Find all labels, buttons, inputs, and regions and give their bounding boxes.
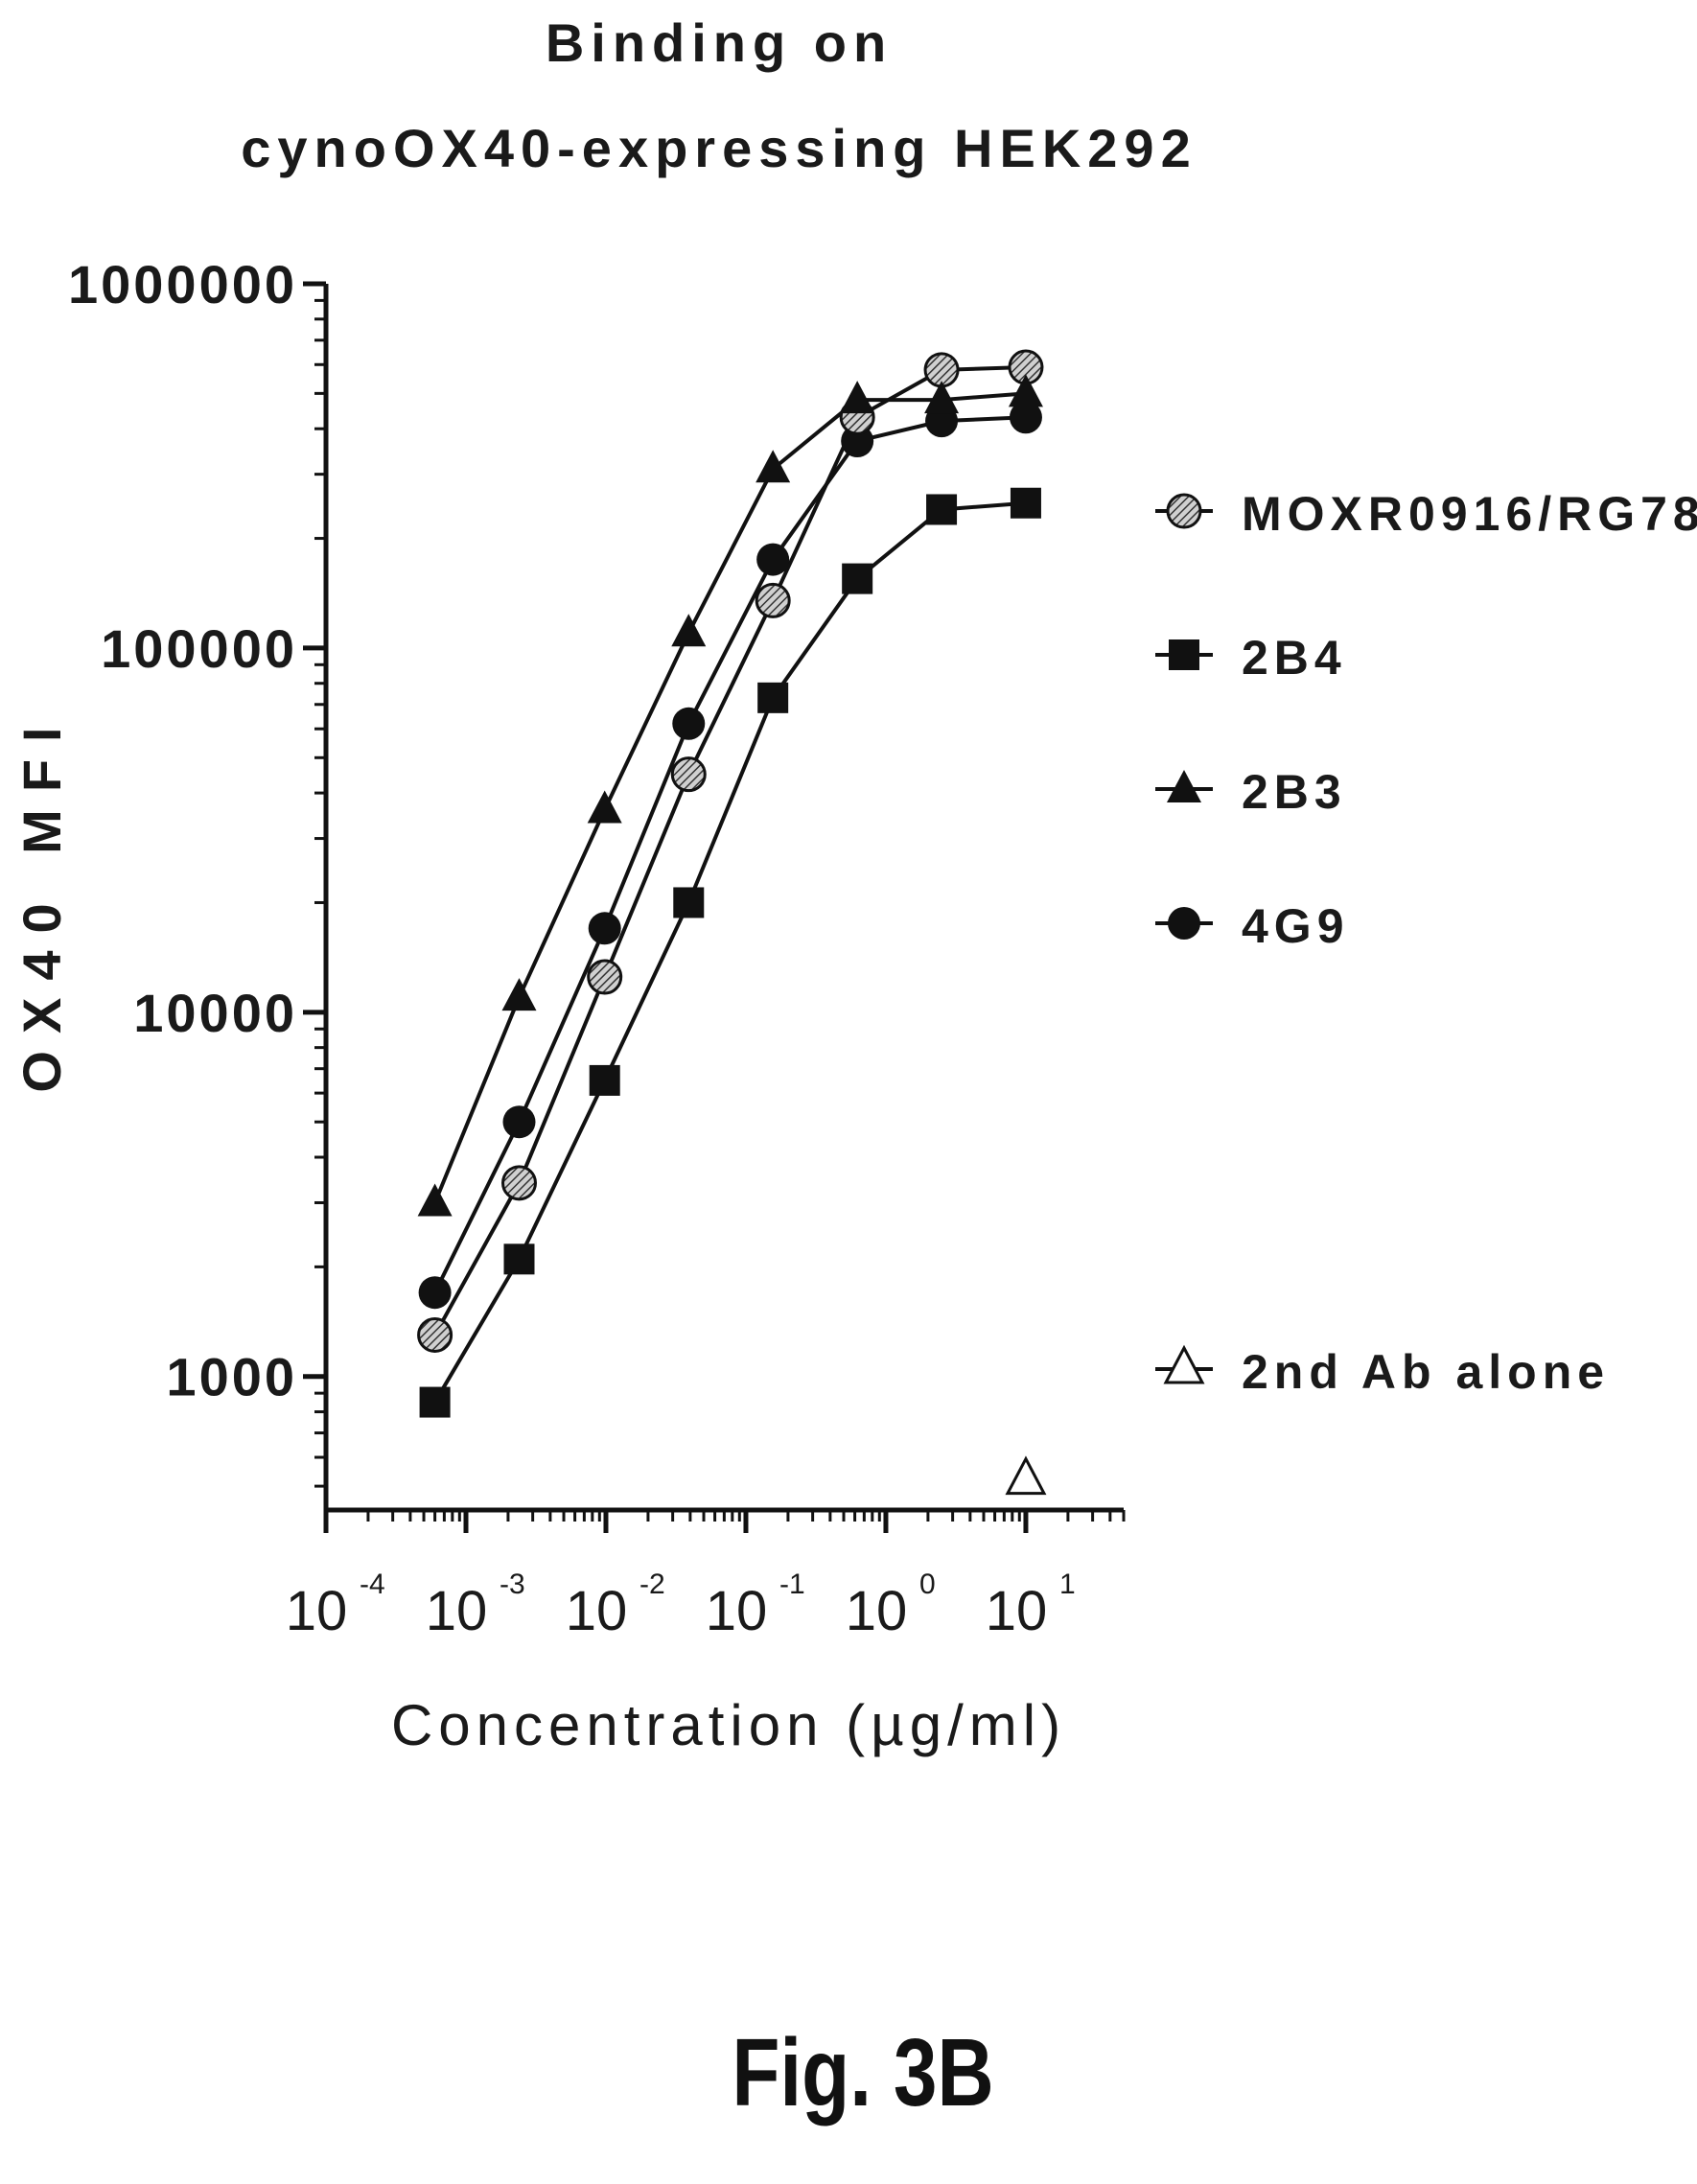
x-tick-exponent: 0 [919, 1568, 936, 1600]
legend-marker [1163, 1344, 1205, 1384]
data-point-2b3 [501, 978, 537, 1011]
x-tick-exponent: -4 [360, 1568, 385, 1600]
legend-item: MOXR0916/RG7888 [1155, 487, 1697, 541]
data-point-2nd-ab-alone [1005, 1455, 1047, 1496]
legend-marker [1169, 639, 1199, 670]
figure-label: Fig. 3B [732, 2019, 994, 2126]
y-tick-label: 1000000 [68, 254, 297, 314]
data-point-2b4 [926, 494, 958, 525]
data-point-4g9 [588, 912, 621, 945]
legend-item: 2nd Ab alone [1155, 1344, 1610, 1399]
x-axis-label: Concentration (µg/ml) [391, 1693, 1066, 1757]
chart-title-line-1: Binding on [545, 12, 894, 73]
legend-marker [1166, 493, 1202, 529]
legend-label: 4G9 [1242, 899, 1350, 953]
data-point-4g9 [502, 1105, 536, 1139]
legend-label: 2B4 [1242, 631, 1347, 685]
data-point-4g9 [1009, 401, 1042, 434]
data-point-2b4 [419, 1386, 451, 1418]
data-point-2b3 [671, 614, 707, 647]
x-tick-label: 10 [986, 1580, 1048, 1642]
data-point-2b3 [840, 381, 875, 414]
data-point-moxr0916-rg7888 [417, 1316, 453, 1353]
legend-item: 4G9 [1155, 899, 1350, 953]
y-tick-label: 10000 [133, 983, 297, 1043]
data-point-2b3 [924, 381, 960, 414]
legend-marker [1168, 907, 1200, 940]
data-point-2b4 [673, 887, 705, 918]
data-point-2b4 [503, 1243, 535, 1275]
y-axis-label: OX40 MFI [12, 709, 72, 1092]
data-point-4g9 [418, 1276, 452, 1310]
data-point-2b4 [757, 682, 789, 713]
data-point-2b4 [589, 1064, 620, 1096]
series-line-2b3 [432, 391, 1027, 1204]
data-point-moxr0916-rg7888 [670, 756, 707, 793]
legend-label: MOXR0916/RG7888 [1242, 487, 1697, 541]
x-tick-label: 10 [566, 1580, 628, 1642]
legend-label: 2nd Ab alone [1242, 1345, 1610, 1399]
legend-item: 2B3 [1155, 765, 1347, 819]
data-point-moxr0916-rg7888 [587, 959, 623, 995]
chart-title-line-2: cynoOX40-expressing HEK292 [241, 118, 1197, 178]
data-point-2b4 [842, 563, 873, 594]
y-tick-label: 1000 [166, 1347, 297, 1407]
data-point-4g9 [672, 707, 706, 740]
data-point-2b3 [587, 790, 622, 824]
data-point-moxr0916-rg7888 [500, 1165, 537, 1201]
x-tick-exponent: -2 [639, 1568, 665, 1600]
data-point-moxr0916-rg7888 [755, 582, 791, 618]
x-tick-exponent: -1 [779, 1568, 805, 1600]
legend-item: 2B4 [1155, 631, 1347, 685]
data-point-4g9 [756, 543, 790, 576]
x-tick-label: 10 [706, 1580, 768, 1642]
x-tick-label: 10 [426, 1580, 488, 1642]
x-tick-exponent: 1 [1059, 1568, 1076, 1600]
data-point-2b3 [417, 1183, 453, 1217]
data-point-2b3 [1008, 374, 1043, 407]
x-tick-label: 10 [286, 1580, 348, 1642]
legend-marker [1167, 770, 1201, 802]
legend-label: 2B3 [1242, 765, 1347, 819]
y-tick-label: 100000 [101, 618, 297, 679]
data-point-2b3 [756, 450, 791, 483]
data-point-2b4 [1010, 487, 1041, 519]
x-tick-exponent: -3 [500, 1568, 525, 1600]
x-tick-label: 10 [846, 1580, 908, 1642]
